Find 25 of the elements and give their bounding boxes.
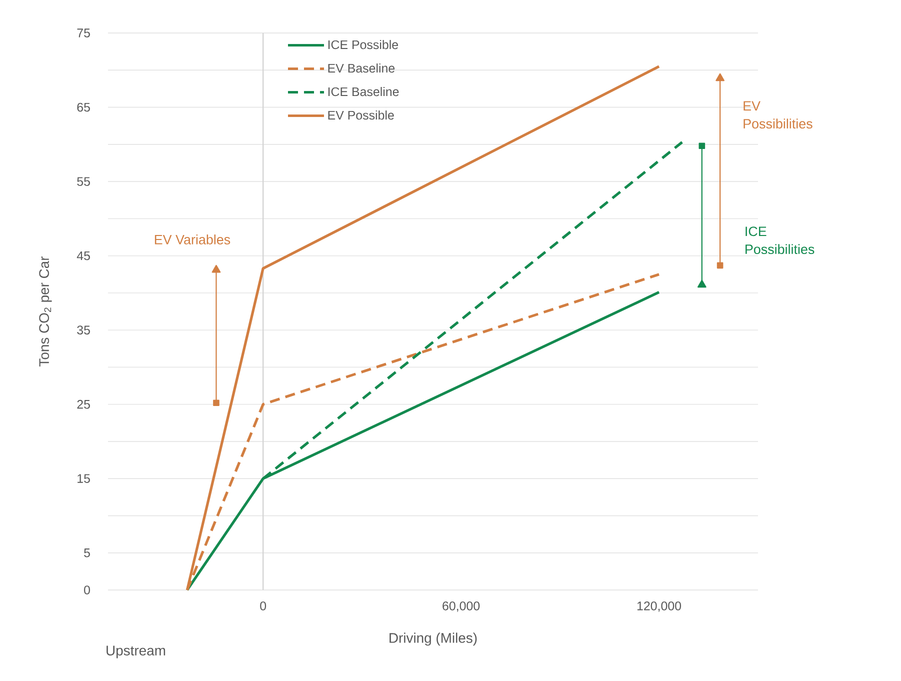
- y-tick-label: 0: [84, 586, 90, 594]
- legend-label: EV Possible: [328, 110, 394, 120]
- y-tick-label: 45: [76, 251, 90, 260]
- y-tick-label: 75: [77, 28, 90, 38]
- y-axis-title: Tons CO$_{2}$ per Car: [39, 256, 52, 366]
- annotation: EV Possibilities: [744, 101, 812, 129]
- x-tick-label: 120,000: [637, 602, 682, 612]
- point: [213, 400, 220, 406]
- legend-label: ICE Baseline: [328, 86, 399, 96]
- x-tick-label: 60,000: [442, 602, 480, 612]
- text: Upstream: [106, 646, 166, 658]
- annotation: ICE Possibilities: [746, 226, 814, 254]
- x-axis-title: Driving (Miles): [390, 632, 477, 646]
- y-tick-label: 5: [84, 548, 90, 558]
- y-tick-label: 25: [77, 400, 90, 409]
- y-tick-label: 55: [77, 177, 90, 186]
- point: [698, 142, 706, 150]
- point: [716, 262, 724, 269]
- annotation: EV Variables: [154, 234, 230, 244]
- y-tick-label: 35: [77, 326, 90, 334]
- y-tick-label: 15: [78, 474, 90, 483]
- x-tick-label: 0: [260, 602, 266, 610]
- legend-label: EV Baseline: [328, 63, 395, 73]
- legend-label: ICE Possible: [328, 40, 398, 50]
- y-tick-label: 65: [77, 102, 90, 112]
